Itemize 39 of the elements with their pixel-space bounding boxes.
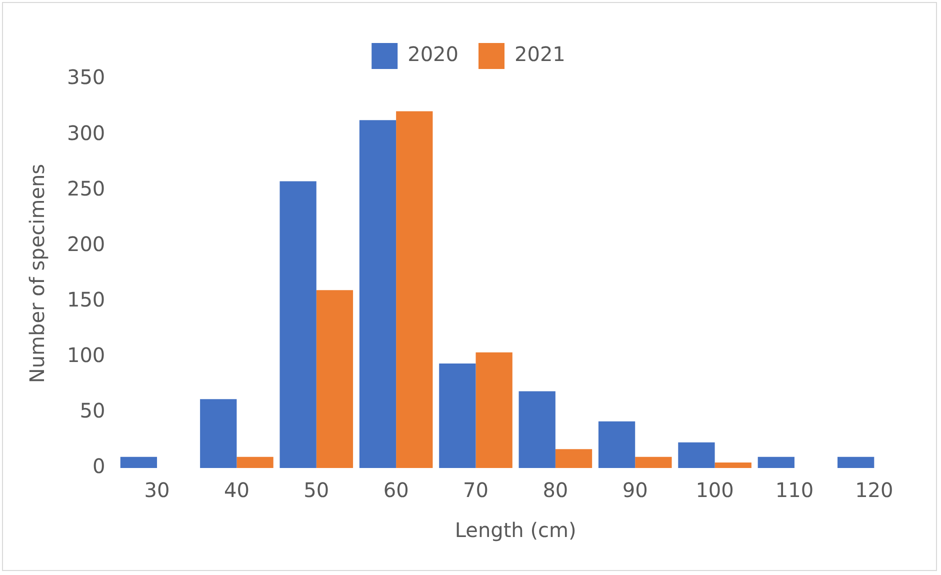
legend-label: 2020: [408, 42, 459, 66]
y-tick-label: 150: [66, 287, 106, 312]
y-tick-label: 250: [66, 176, 106, 200]
x-tick-label: 40: [224, 478, 250, 502]
y-tick-label: 350: [66, 65, 106, 90]
bar: [396, 111, 433, 468]
legend-label: 2021: [514, 42, 566, 66]
bar: [316, 290, 354, 468]
y-tick-label: 50: [80, 398, 106, 423]
x-tick-label: 120: [855, 478, 894, 502]
y-tick-label: 0: [92, 454, 106, 478]
bar: [359, 120, 396, 468]
bar: [236, 456, 274, 468]
bar: [598, 421, 636, 468]
bar: [555, 449, 592, 468]
y-tick-label: 200: [66, 232, 106, 256]
bar: [120, 456, 158, 468]
bar: [678, 442, 715, 468]
x-tick-label: 90: [622, 478, 648, 502]
bar: [439, 364, 476, 468]
y-tick-label: 300: [66, 120, 106, 145]
bar: [280, 181, 316, 468]
x-tick-label: 100: [696, 478, 734, 502]
x-tick-label: 50: [304, 478, 330, 502]
bar: [635, 456, 672, 468]
bar: [714, 462, 752, 468]
bar: [838, 456, 874, 468]
x-tick-label: 110: [775, 478, 814, 502]
bar: [518, 391, 556, 468]
x-tick-label: 80: [542, 478, 568, 502]
bar: [758, 456, 794, 468]
x-tick-label: 70: [463, 478, 488, 502]
y-tick-label: 100: [66, 343, 106, 368]
bar: [476, 352, 512, 468]
x-tick-label: 30: [144, 478, 170, 502]
y-axis-title: Number of specimens: [25, 164, 50, 384]
x-tick-label: 60: [383, 478, 409, 502]
x-axis-title: Length (cm): [454, 518, 576, 542]
bar: [200, 399, 237, 468]
